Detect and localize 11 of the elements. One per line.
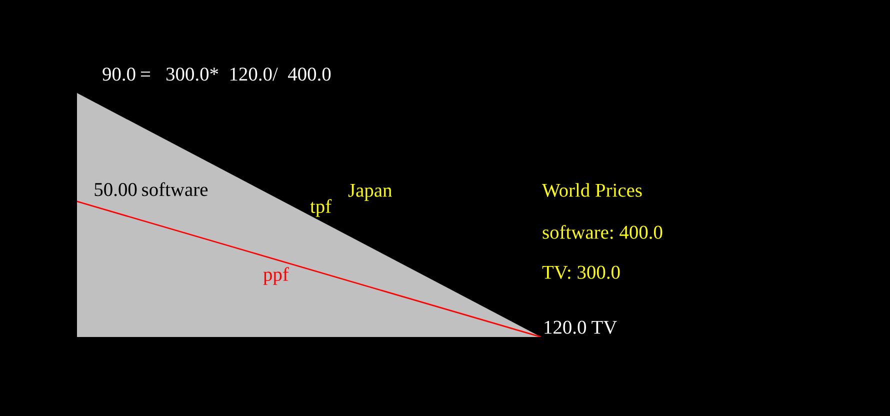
data-label: 50.00 bbox=[94, 182, 137, 196]
annotation: ppf bbox=[263, 267, 289, 285]
text: = 300.0* 120.0/ 400.0 bbox=[140, 68, 331, 81]
annotation: software: 400.0 bbox=[542, 224, 662, 239]
annotation: tpf bbox=[310, 199, 332, 217]
data-label: 90.0 bbox=[102, 68, 136, 81]
annotation: 120.0 TV bbox=[544, 320, 617, 334]
annotation: TV: 300.0 bbox=[542, 266, 620, 279]
annotation: software bbox=[142, 182, 208, 196]
annotation: World Prices bbox=[542, 183, 642, 197]
annotation: Japan bbox=[348, 184, 392, 201]
